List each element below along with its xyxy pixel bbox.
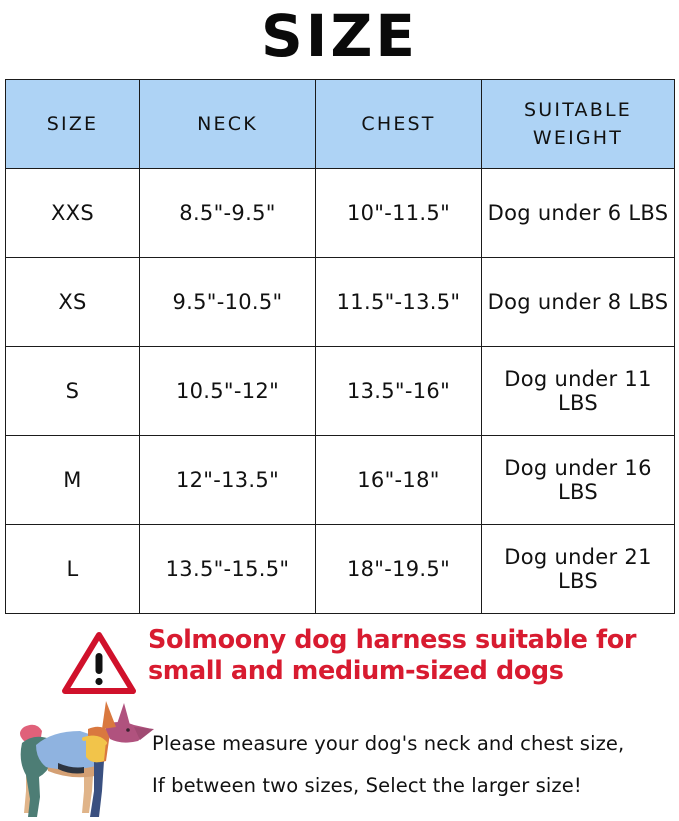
cell-neck: 9.5"-10.5" [139, 257, 316, 347]
cell-weight: Dog under 11 LBS [481, 346, 675, 436]
notice-section: Solmoony dog harness suitable for small … [0, 615, 679, 821]
notice-headline-line2: small and medium-sized dogs [148, 656, 564, 687]
cell-size: XXS [5, 168, 140, 258]
cell-weight: Dog under 16 LBS [481, 435, 675, 525]
cell-weight: Dog under 21 LBS [481, 524, 675, 614]
notice-headline-line1: Solmoony dog harness suitable for [148, 625, 637, 655]
warning-triangle-icon [62, 632, 136, 694]
cell-chest: 13.5"-16" [315, 346, 482, 436]
cell-weight: Dog under 8 LBS [481, 257, 675, 347]
cell-neck: 12"-13.5" [139, 435, 316, 525]
cell-weight: Dog under 6 LBS [481, 168, 675, 258]
table-row: M 12"-13.5" 16"-18" Dog under 16 LBS [5, 435, 675, 525]
column-header-suitable-weight: SUITABLE WEIGHT [481, 79, 675, 169]
cell-size: S [5, 346, 140, 436]
cell-chest: 16"-18" [315, 435, 482, 525]
table-row: XXS 8.5"-9.5" 10"-11.5" Dog under 6 LBS [5, 168, 675, 258]
table-row: L 13.5"-15.5" 18"-19.5" Dog under 21 LBS [5, 524, 675, 614]
column-header-neck: NECK [139, 79, 316, 169]
page-title: SIZE [260, 2, 419, 70]
instruction-line-2: If between two sizes, Select the larger … [152, 774, 582, 797]
cell-size: L [5, 524, 140, 614]
table-row: S 10.5"-12" 13.5"-16" Dog under 11 LBS [5, 346, 675, 436]
cell-size: M [5, 435, 140, 525]
column-header-chest: CHEST [315, 79, 482, 169]
cell-neck: 8.5"-9.5" [139, 168, 316, 258]
cell-chest: 10"-11.5" [315, 168, 482, 258]
cell-size: XS [5, 257, 140, 347]
size-chart-table: SIZE NECK CHEST SUITABLE WEIGHT XXS 8.5"… [5, 79, 675, 614]
measurement-instructions: Please measure your dog's neck and chest… [152, 723, 677, 807]
column-header-size: SIZE [5, 79, 140, 169]
dog-illustration [20, 701, 154, 817]
cell-chest: 11.5"-13.5" [315, 257, 482, 347]
table-row: XS 9.5"-10.5" 11.5"-13.5" Dog under 8 LB… [5, 257, 675, 347]
cell-neck: 10.5"-12" [139, 346, 316, 436]
cell-neck: 13.5"-15.5" [139, 524, 316, 614]
cell-chest: 18"-19.5" [315, 524, 482, 614]
table-header-row: SIZE NECK CHEST SUITABLE WEIGHT [5, 79, 675, 169]
instruction-line-1: Please measure your dog's neck and chest… [152, 732, 625, 755]
notice-headline: Solmoony dog harness suitable for small … [148, 625, 673, 687]
